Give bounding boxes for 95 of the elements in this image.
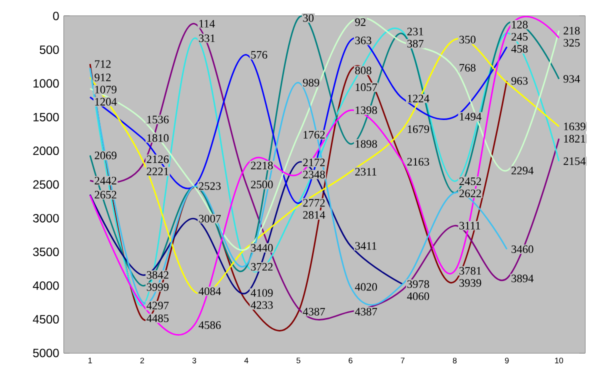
data-label: 3978	[407, 280, 430, 288]
data-label: 1898	[356, 140, 377, 148]
data-label: 1057	[356, 83, 378, 92]
data-label: 4233	[250, 301, 273, 309]
data-label: 1204	[95, 98, 117, 106]
data-label: 2172	[303, 158, 325, 166]
data-label: 2163	[407, 158, 430, 166]
data-label: 458	[511, 45, 528, 53]
data-label: 2452	[459, 177, 481, 186]
y-tick-label: 1500	[34, 112, 59, 122]
data-label: 92	[355, 18, 366, 26]
data-label: 3460	[512, 245, 534, 254]
data-label: 363	[355, 36, 372, 44]
data-label: 3939	[459, 279, 482, 287]
data-label: 1536	[147, 116, 169, 124]
y-tick-label: 500	[40, 45, 59, 54]
data-label: 1224	[408, 94, 430, 102]
x-tick-label: 10	[555, 358, 564, 364]
data-label: 2069	[94, 152, 116, 160]
data-label: 128	[512, 20, 528, 28]
data-label: 387	[407, 40, 424, 48]
x-tick-label: 7	[400, 358, 404, 364]
y-tick-label: 4000	[32, 281, 59, 290]
data-label: 2221	[146, 168, 168, 176]
data-label: 768	[460, 64, 476, 72]
data-label: 4084	[198, 287, 221, 296]
data-label: 2772	[303, 199, 325, 207]
data-label: 808	[355, 66, 372, 74]
data-label: 331	[198, 34, 215, 42]
y-tick-label: 5000	[33, 348, 59, 358]
data-label: 2814	[303, 211, 326, 219]
data-label: 3722	[251, 263, 273, 271]
data-label: 4586	[198, 321, 221, 329]
data-label: 4297	[146, 302, 169, 310]
data-label: 3411	[355, 242, 376, 250]
data-label: 3842	[146, 271, 168, 279]
data-label: 218	[564, 26, 580, 35]
y-tick-label: 2500	[33, 180, 59, 189]
data-label: 2348	[303, 170, 325, 178]
data-label: 2523	[198, 182, 221, 190]
data-label: 325	[564, 39, 580, 47]
x-tick-label: 5	[296, 358, 300, 364]
data-label: 1762	[304, 130, 325, 139]
data-label: 1639	[564, 122, 586, 130]
data-label: 2154	[564, 157, 586, 165]
data-label: 2294	[512, 166, 534, 174]
data-label: 576	[251, 51, 268, 59]
x-tick-label: 4	[244, 358, 248, 364]
data-label: 2311	[355, 168, 376, 176]
data-label: 1679	[408, 125, 430, 133]
data-label: 1821	[564, 134, 586, 143]
data-label: 912	[94, 74, 111, 82]
data-label: 3440	[251, 244, 273, 252]
data-label: 4485	[146, 314, 169, 322]
data-label: 231	[407, 28, 424, 36]
data-label: 4060	[407, 292, 430, 300]
y-tick-label: 2000	[33, 146, 59, 156]
x-tick-label: 8	[452, 358, 457, 364]
data-label: 3781	[459, 267, 481, 275]
x-tick-label: 3	[192, 358, 196, 364]
y-tick-label: 4500	[32, 315, 59, 324]
data-label: 989	[303, 78, 320, 86]
data-label: 934	[563, 75, 580, 83]
data-label: 3111	[459, 222, 480, 230]
data-label: 3007	[198, 214, 221, 222]
data-label: 114	[199, 20, 215, 28]
data-label: 4020	[354, 283, 377, 291]
data-label: 1494	[460, 112, 482, 120]
x-tick-label: 6	[348, 358, 352, 364]
data-label: 2218	[251, 162, 273, 170]
data-label: 1079	[95, 86, 116, 94]
y-tick-label: 3000	[33, 214, 59, 222]
y-tick-label: 1000	[34, 79, 59, 88]
x-tick-label: 2	[140, 358, 144, 364]
x-tick-label: 1	[88, 358, 92, 364]
data-label: 3999	[146, 283, 169, 291]
data-label: 2126	[146, 155, 169, 164]
data-label: 4109	[250, 289, 273, 297]
data-label: 1398	[356, 106, 377, 114]
data-label: 30	[303, 14, 314, 22]
data-label: 245	[512, 32, 528, 41]
x-tick-label: 9	[505, 358, 509, 364]
data-label: 3894	[512, 274, 534, 282]
data-label: 2652	[94, 190, 116, 199]
data-label: 712	[95, 60, 111, 68]
y-tick-label: 0	[53, 12, 59, 20]
y-tick-label: 3500	[33, 248, 59, 256]
data-label: 2622	[459, 190, 481, 198]
data-label: 4387	[354, 308, 378, 316]
data-label: 4387	[302, 308, 325, 316]
data-label: 963	[511, 77, 528, 85]
data-label: 2442	[94, 176, 116, 184]
data-label: 350	[459, 36, 476, 44]
data-label: 2500	[251, 180, 273, 188]
data-label: 1810	[147, 134, 169, 142]
